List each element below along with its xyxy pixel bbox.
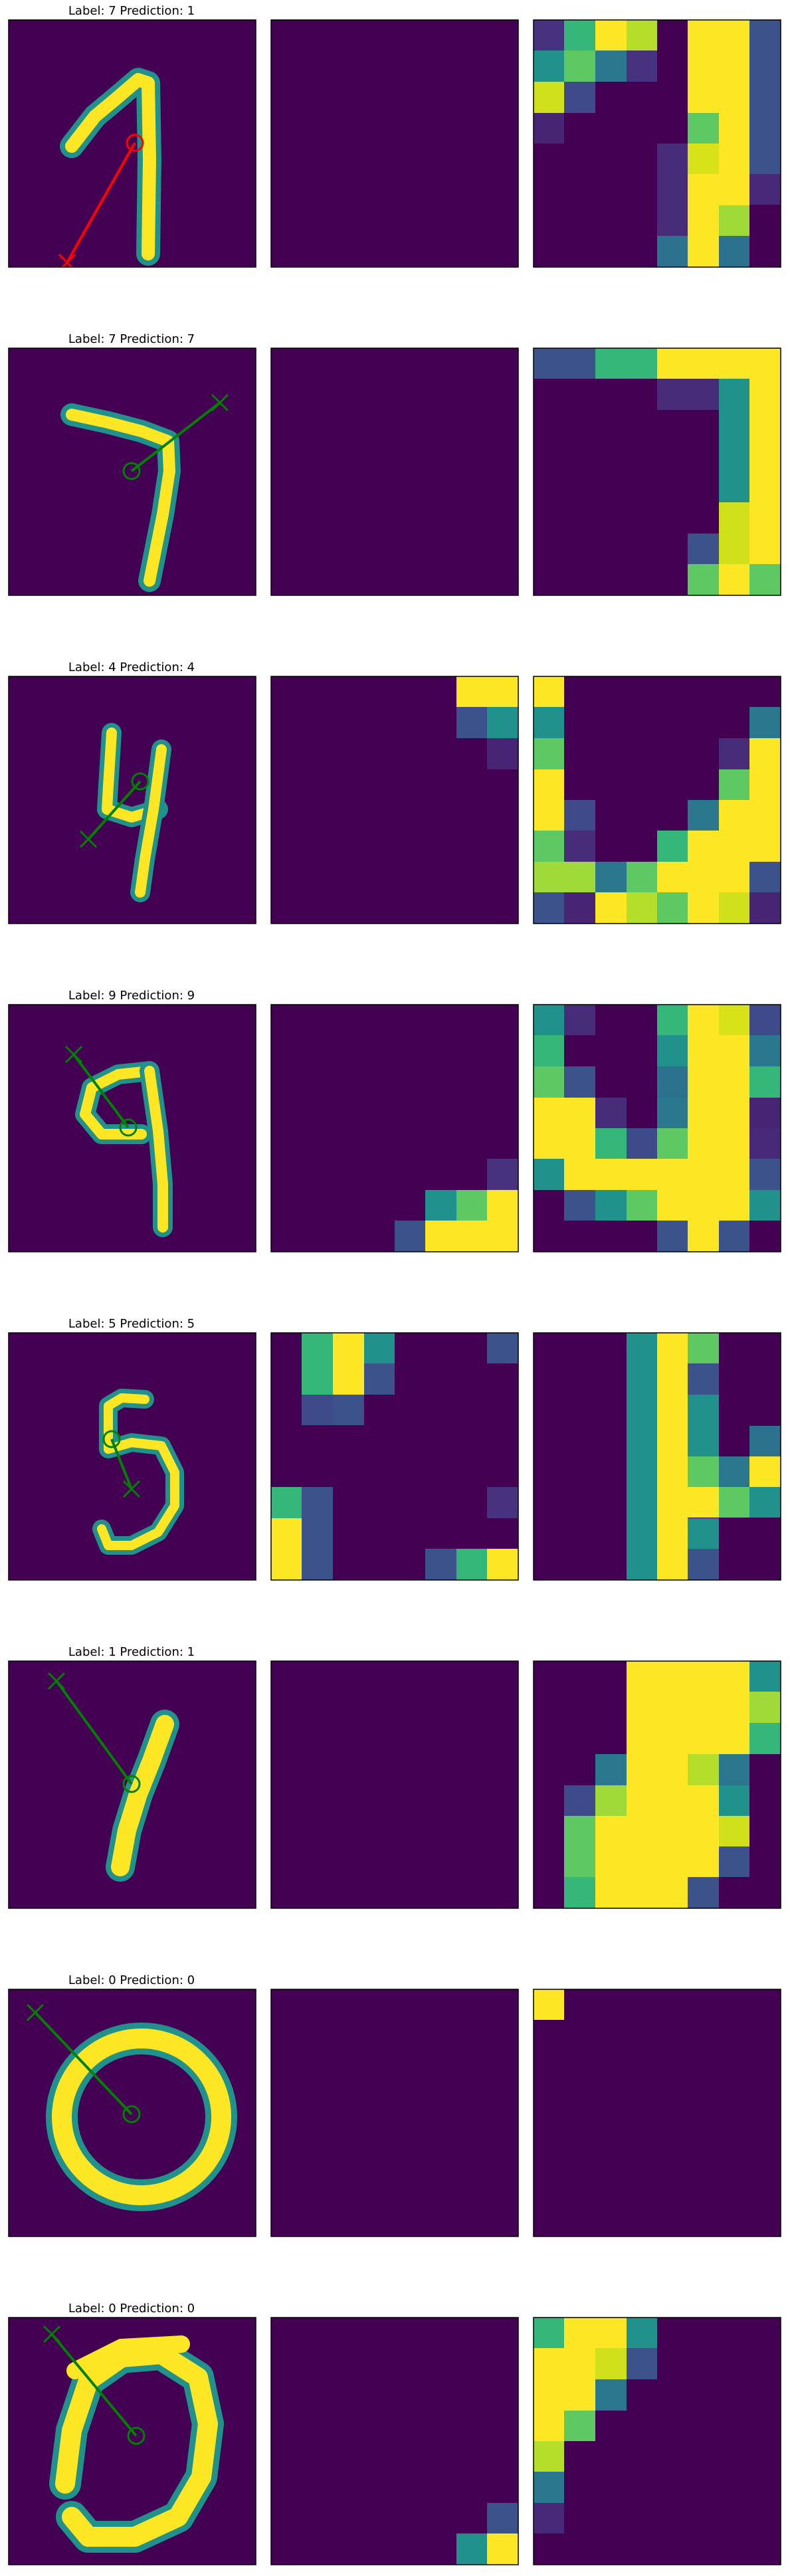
- activation-map-right: [533, 676, 781, 924]
- activation-map-middle: [270, 676, 519, 924]
- digit-image-panel: [8, 676, 256, 924]
- digit-image-panel: [8, 1004, 256, 1252]
- activation-map-middle: [270, 347, 519, 596]
- row-1: Label: 7 Prediction: 1: [8, 4, 781, 268]
- digit-image-panel: [8, 2317, 256, 2565]
- activation-map-middle: [270, 1989, 519, 2237]
- activation-map-middle: [270, 1332, 519, 1581]
- row-title: Label: 0 Prediction: 0: [68, 2302, 195, 2316]
- row-title: Label: 7 Prediction: 1: [68, 4, 195, 18]
- row-title: Label: 4 Prediction: 4: [68, 660, 195, 674]
- digit-image-panel: [8, 19, 256, 268]
- activation-map-middle: [270, 19, 519, 268]
- activation-map-right: [533, 1660, 781, 1909]
- row-2: Label: 7 Prediction: 7: [8, 332, 781, 596]
- digit-image-panel: [8, 1989, 256, 2237]
- activation-map-right: [533, 2317, 781, 2565]
- activation-map-right: [533, 19, 781, 268]
- digit-image: [9, 20, 256, 267]
- row-title: Label: 9 Prediction: 9: [68, 989, 195, 1003]
- row-title: Label: 1 Prediction: 1: [68, 1645, 195, 1659]
- digit-image-panel: [8, 1332, 256, 1581]
- row-3: Label: 4 Prediction: 4: [8, 660, 781, 924]
- prediction-vector-line: [66, 142, 136, 263]
- activation-map-middle: [270, 1660, 519, 1909]
- row-8: Label: 0 Prediction: 0: [8, 2302, 781, 2565]
- row-5: Label: 5 Prediction: 5: [8, 1317, 781, 1581]
- prediction-x-marker: [58, 253, 76, 267]
- row-title: Label: 7 Prediction: 7: [68, 332, 195, 346]
- row-title: Label: 5 Prediction: 5: [68, 1317, 195, 1331]
- row-title: Label: 0 Prediction: 0: [68, 1973, 195, 1987]
- row-4: Label: 9 Prediction: 9: [8, 989, 781, 1252]
- row-6: Label: 1 Prediction: 1: [8, 1645, 781, 1909]
- row-7: Label: 0 Prediction: 0: [8, 1973, 781, 2237]
- prediction-circle-marker: [126, 134, 144, 152]
- activation-map-right: [533, 1989, 781, 2237]
- activation-map-middle: [270, 2317, 519, 2565]
- activation-map-middle: [270, 1004, 519, 1252]
- activation-map-right: [533, 1332, 781, 1581]
- digit-image-panel: [8, 347, 256, 596]
- activation-map-right: [533, 347, 781, 596]
- digit-image-panel: [8, 1660, 256, 1909]
- activation-map-right: [533, 1004, 781, 1252]
